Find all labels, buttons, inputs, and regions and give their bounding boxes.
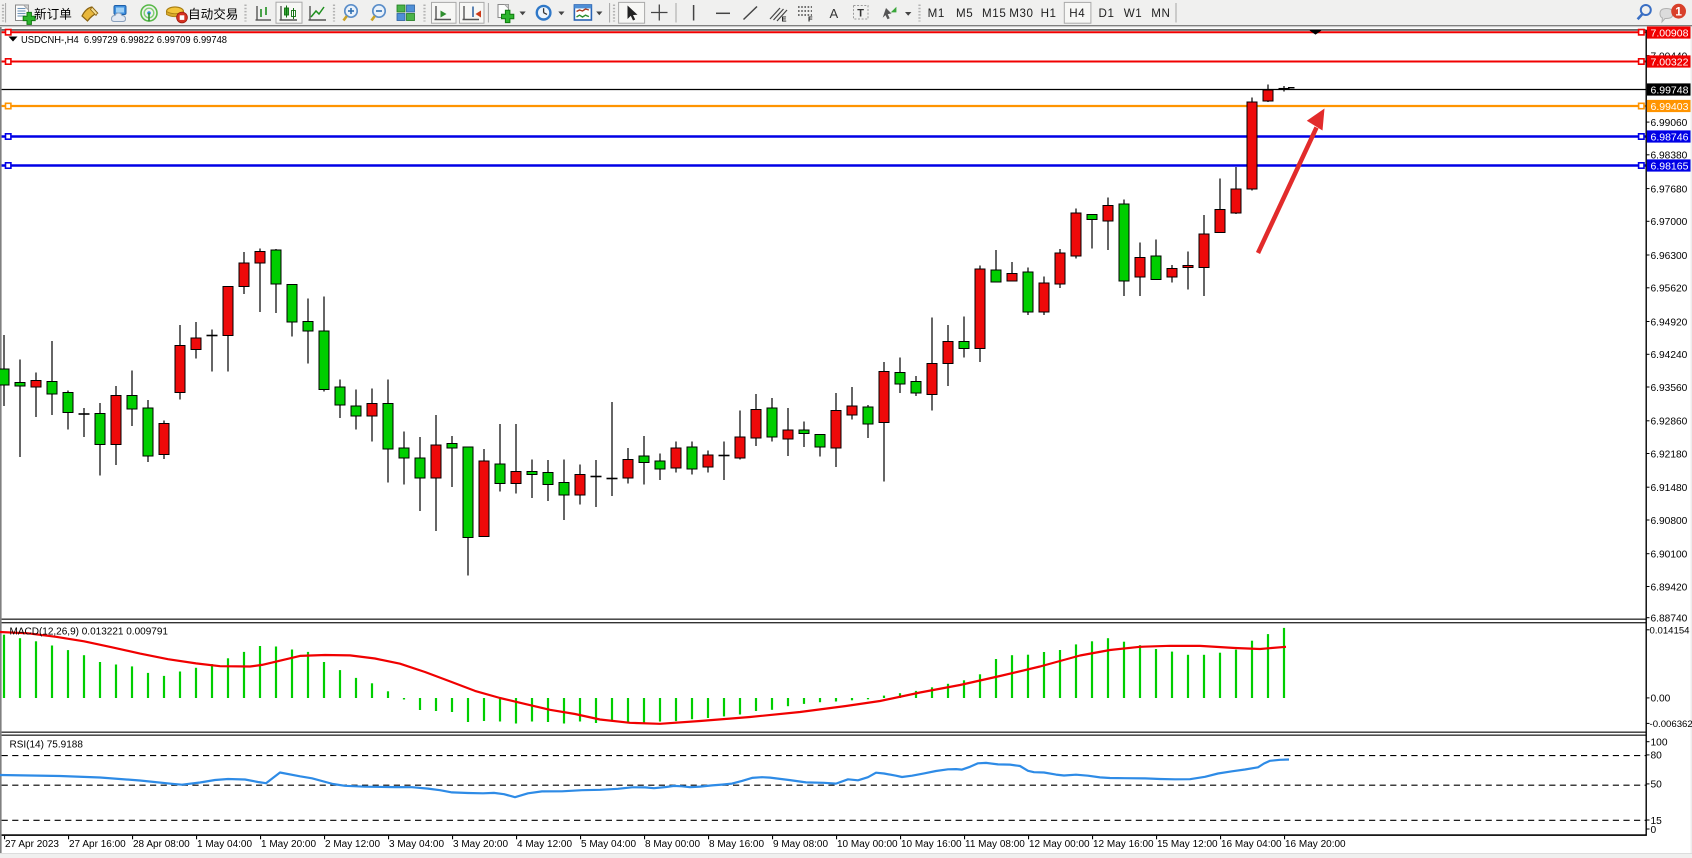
svg-text:4 May 12:00: 4 May 12:00: [517, 839, 572, 850]
svg-text:27 Apr 2023: 27 Apr 2023: [5, 839, 59, 850]
svg-text:15: 15: [1651, 816, 1663, 827]
svg-text:0.014154: 0.014154: [1650, 625, 1691, 636]
svg-text:6.94240: 6.94240: [1651, 350, 1688, 361]
svg-text:7.00322: 7.00322: [1651, 57, 1689, 69]
svg-text:1 May 04:00: 1 May 04:00: [197, 839, 252, 850]
svg-text:6.97680: 6.97680: [1651, 184, 1688, 195]
svg-text:16 May 20:00: 16 May 20:00: [1285, 839, 1346, 850]
svg-text:新订单: 新订单: [34, 7, 72, 22]
svg-text:2 May 12:00: 2 May 12:00: [325, 839, 380, 850]
svg-text:自动交易: 自动交易: [188, 7, 238, 22]
svg-text:6.88740: 6.88740: [1651, 614, 1688, 625]
svg-text:8 May 00:00: 8 May 00:00: [645, 839, 700, 850]
svg-text:6.93560: 6.93560: [1651, 383, 1688, 394]
svg-text:6.98746: 6.98746: [1651, 132, 1689, 144]
svg-text:A: A: [830, 6, 839, 21]
svg-text:MACD(12,26,9) 0.013221 0.00979: MACD(12,26,9) 0.013221 0.009791: [10, 626, 169, 637]
svg-text:RSI(14) 75.9188: RSI(14) 75.9188: [10, 739, 84, 750]
svg-text:6.96300: 6.96300: [1651, 251, 1688, 262]
svg-text:6.98165: 6.98165: [1651, 161, 1689, 173]
svg-text:80: 80: [1651, 751, 1663, 762]
svg-text:F: F: [808, 15, 813, 24]
svg-text:28 Apr 08:00: 28 Apr 08:00: [133, 839, 190, 850]
svg-text:6.97000: 6.97000: [1651, 217, 1688, 228]
svg-text:6.91480: 6.91480: [1651, 483, 1688, 494]
svg-text:6.90100: 6.90100: [1651, 550, 1688, 561]
svg-text:6.92860: 6.92860: [1651, 417, 1688, 428]
svg-text:6.89420: 6.89420: [1651, 582, 1688, 593]
svg-text:100: 100: [1651, 738, 1668, 749]
svg-text:1: 1: [1675, 4, 1682, 18]
svg-text:10 May 00:00: 10 May 00:00: [837, 839, 898, 850]
svg-text:10 May 16:00: 10 May 16:00: [901, 839, 962, 850]
svg-text:MN: MN: [1151, 7, 1170, 20]
svg-text:27 Apr 16:00: 27 Apr 16:00: [69, 839, 126, 850]
svg-text:6.95620: 6.95620: [1651, 284, 1688, 295]
svg-text:6.90800: 6.90800: [1651, 516, 1688, 527]
svg-text:M30: M30: [1009, 7, 1033, 20]
svg-text:50: 50: [1651, 780, 1663, 791]
svg-text:3 May 04:00: 3 May 04:00: [389, 839, 444, 850]
svg-text:D1: D1: [1098, 7, 1114, 20]
svg-text:6.99060: 6.99060: [1651, 118, 1688, 129]
svg-text:E: E: [782, 15, 787, 24]
svg-text:15 May 12:00: 15 May 12:00: [1157, 839, 1218, 850]
svg-text:H4: H4: [1069, 7, 1085, 20]
svg-text:-0.006362: -0.006362: [1650, 719, 1692, 730]
svg-text:W1: W1: [1124, 7, 1143, 20]
svg-text:6.99403: 6.99403: [1651, 101, 1689, 113]
svg-text:6.92180: 6.92180: [1651, 449, 1688, 460]
svg-text:T: T: [857, 8, 864, 20]
svg-text:M5: M5: [956, 7, 973, 20]
svg-text:0.00: 0.00: [1651, 694, 1671, 705]
svg-text:6.94920: 6.94920: [1651, 317, 1688, 328]
svg-text:12 May 16:00: 12 May 16:00: [1093, 839, 1154, 850]
svg-text:1 May 20:00: 1 May 20:00: [261, 839, 316, 850]
svg-text:8 May 16:00: 8 May 16:00: [709, 839, 764, 850]
svg-text:12 May 00:00: 12 May 00:00: [1029, 839, 1090, 850]
svg-text:3 May 20:00: 3 May 20:00: [453, 839, 508, 850]
svg-text:USDCNH-,H4 6.99729 6.99822 6.: USDCNH-,H4 6.99729 6.99822 6.99709 6.997…: [21, 35, 227, 46]
svg-text:H1: H1: [1041, 7, 1057, 20]
svg-text:16 May 04:00: 16 May 04:00: [1221, 839, 1282, 850]
svg-text:9 May 08:00: 9 May 08:00: [773, 839, 828, 850]
svg-text:6.99748: 6.99748: [1651, 85, 1689, 97]
svg-text:M15: M15: [982, 7, 1006, 20]
svg-text:0: 0: [1651, 825, 1657, 836]
svg-text:M1: M1: [928, 7, 945, 20]
svg-text:6.98380: 6.98380: [1651, 151, 1688, 162]
svg-text:7.00908: 7.00908: [1651, 28, 1689, 40]
svg-text:5 May 04:00: 5 May 04:00: [581, 839, 636, 850]
svg-text:11 May 08:00: 11 May 08:00: [965, 839, 1025, 850]
